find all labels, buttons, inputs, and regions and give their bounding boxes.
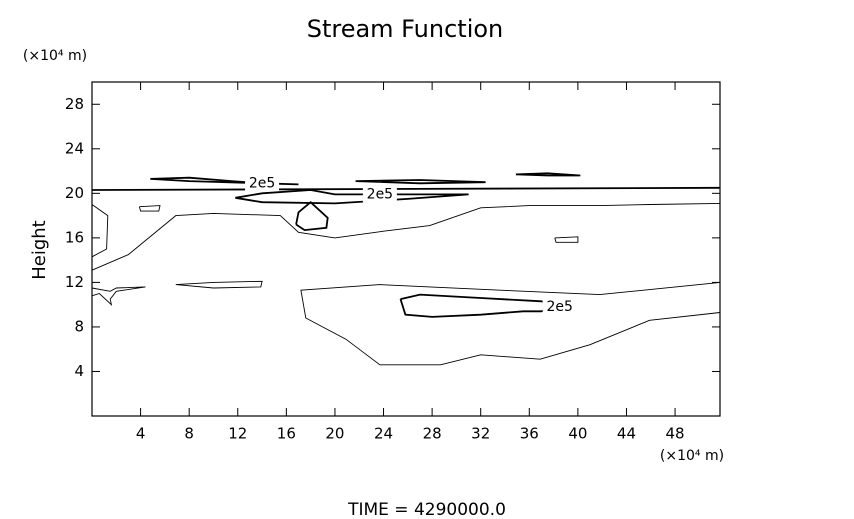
contour-label-bg <box>542 298 577 315</box>
x-tick-label: 36 <box>520 425 539 443</box>
contour-line <box>91 204 109 258</box>
y-tick-label: 12 <box>65 273 84 291</box>
contour-line <box>554 236 579 243</box>
contour-line <box>91 202 721 271</box>
contour-label: 2e5 <box>546 299 572 315</box>
x-unit: (×10⁴ m) <box>660 448 724 464</box>
y-tick-label: 24 <box>65 139 84 157</box>
contour-line <box>150 176 299 186</box>
contour-line <box>91 186 721 191</box>
x-tick-label: 12 <box>228 425 247 443</box>
y-tick-label: 8 <box>74 317 84 335</box>
x-tick-label: 40 <box>568 425 587 443</box>
contour-label: 2e5 <box>249 175 275 191</box>
x-tick-label: 24 <box>374 425 393 443</box>
contour-label: 2e5 <box>367 186 393 202</box>
y-tick-label: 16 <box>65 228 84 246</box>
x-tick-label: 20 <box>325 425 344 443</box>
y-tick-label: 20 <box>65 184 84 202</box>
contour-line <box>138 205 161 212</box>
x-tick-label: 48 <box>666 425 685 443</box>
contour-line <box>175 280 263 289</box>
contour-line <box>355 179 486 185</box>
contour-line <box>91 286 146 306</box>
y-tick-label: 4 <box>74 362 84 380</box>
x-tick-label: 32 <box>471 425 490 443</box>
contour-line <box>295 201 329 232</box>
x-tick-label: 44 <box>617 425 636 443</box>
x-tick-label: 8 <box>184 425 194 443</box>
contour-line <box>300 281 721 366</box>
contour-label-bg <box>362 186 397 203</box>
chart-title: Stream Function <box>307 15 504 43</box>
contour-line <box>399 293 564 318</box>
contour-line <box>515 172 581 177</box>
y-unit: (×10⁴ m) <box>23 48 87 64</box>
contour-line <box>235 189 469 205</box>
y-axis-label: Height <box>29 220 50 280</box>
x-tick-label: 16 <box>277 425 296 443</box>
y-tick-label: 28 <box>65 95 84 113</box>
footer: TIME = 4290000.0 <box>347 500 506 519</box>
x-tick-label: 4 <box>136 425 146 443</box>
plot-frame <box>91 81 721 417</box>
x-tick-label: 28 <box>423 425 442 443</box>
contour-label-bg <box>245 175 280 192</box>
